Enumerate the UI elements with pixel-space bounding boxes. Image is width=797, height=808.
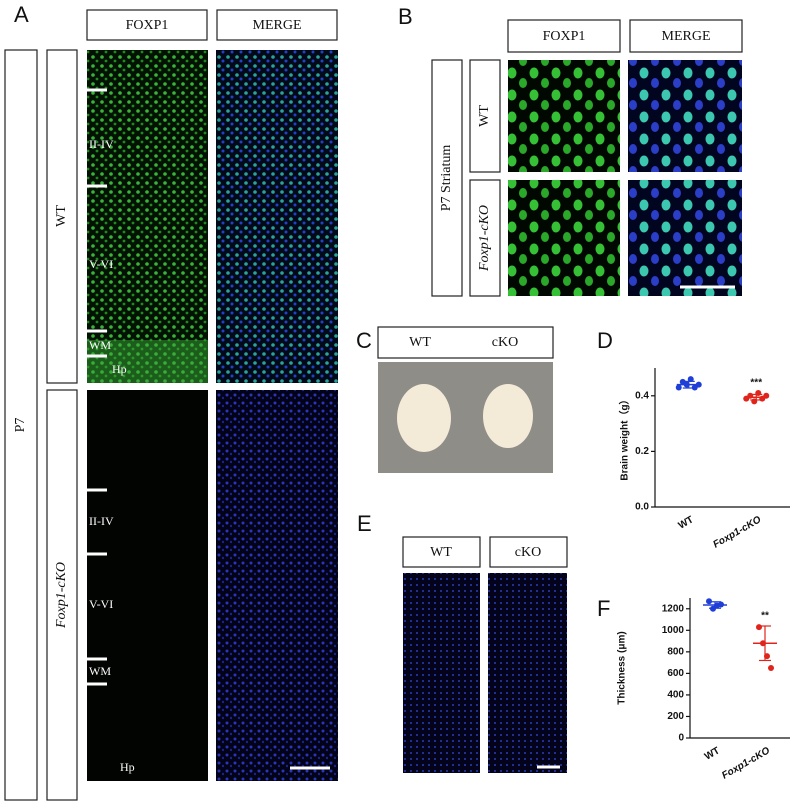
micrograph [87, 50, 208, 383]
row-box [469, 59, 501, 173]
y-tick-label: 0.4 [635, 390, 649, 401]
x-tick-label: WT [677, 514, 696, 531]
micrograph [628, 60, 742, 172]
significance: *** [750, 378, 762, 389]
layer-label: II-IV [89, 137, 114, 151]
region-box [431, 59, 463, 297]
brain [397, 384, 451, 452]
header: WT [409, 335, 431, 350]
header-box [489, 536, 568, 568]
header: MERGE [253, 18, 302, 33]
header-box [86, 9, 208, 41]
y-tick-label: 200 [667, 711, 684, 722]
layer-label: WM [89, 664, 111, 678]
x-tick-label: Foxp1-cKO [720, 745, 772, 781]
header: WT [430, 545, 452, 560]
x-tick-label: WT [703, 745, 722, 762]
header: FOXP1 [543, 29, 586, 44]
hippocampus-layer [87, 340, 208, 383]
layer-label: V-VI [89, 597, 113, 611]
micrograph [216, 390, 338, 781]
y-axis-label: Brain weight（g） [618, 394, 631, 480]
header-box [402, 536, 481, 568]
panel-label: A [14, 2, 29, 27]
age-box [4, 49, 38, 801]
micrograph [216, 50, 338, 383]
header-box [629, 19, 743, 53]
layer-label: V-VI [89, 257, 113, 271]
layer-label: Hp [120, 760, 135, 774]
row-label: WT [477, 105, 492, 127]
y-tick-label: 800 [667, 646, 684, 657]
age-label: P7 [13, 418, 28, 433]
row-box [46, 49, 78, 384]
y-tick-label: 1000 [662, 625, 685, 636]
y-tick-label: 400 [667, 690, 684, 701]
y-tick-label: 1200 [662, 603, 685, 614]
layer-label: Hp [112, 362, 127, 376]
micrograph [628, 180, 742, 296]
significance: ** [761, 611, 769, 622]
header: FOXP1 [126, 18, 169, 33]
header-box [377, 326, 554, 359]
micrograph [508, 60, 620, 172]
x-tick-label: Foxp1-cKO [711, 514, 763, 550]
header: MERGE [662, 29, 711, 44]
region-label: P7 Striatum [439, 145, 454, 212]
micrograph [403, 573, 480, 773]
row-label: Foxp1-cKO [477, 205, 492, 272]
brain [483, 384, 533, 448]
row-label: WT [54, 205, 69, 227]
panel-label: D [597, 328, 613, 353]
data-point [687, 376, 694, 383]
data-point [756, 624, 762, 631]
row-label: Foxp1-cKO [54, 562, 69, 629]
y-tick-label: 0.2 [635, 446, 649, 457]
panel-label: B [398, 4, 413, 29]
panel-label: C [356, 328, 372, 353]
y-tick-label: 0 [678, 733, 684, 744]
y-tick-label: 0.0 [635, 502, 649, 513]
panel-label: F [597, 596, 610, 621]
data-point [768, 665, 774, 671]
layer-label: WM [89, 338, 111, 352]
micrograph [508, 180, 620, 296]
panel-label: E [357, 511, 372, 536]
header-box [216, 9, 338, 41]
micrograph [488, 573, 567, 773]
row-box [46, 389, 78, 801]
layer-label: II-IV [89, 514, 114, 528]
header: cKO [515, 545, 541, 560]
micrograph [87, 390, 208, 781]
charts: Brain weight（g）0.00.20.4WT Foxp1-cKO***Th… [617, 368, 790, 782]
y-tick-label: 600 [667, 668, 684, 679]
header: cKO [492, 335, 518, 350]
y-axis-label: Thickness (μm) [617, 631, 628, 704]
header-box [507, 19, 621, 53]
row-box [469, 179, 501, 297]
data-point [675, 384, 682, 391]
